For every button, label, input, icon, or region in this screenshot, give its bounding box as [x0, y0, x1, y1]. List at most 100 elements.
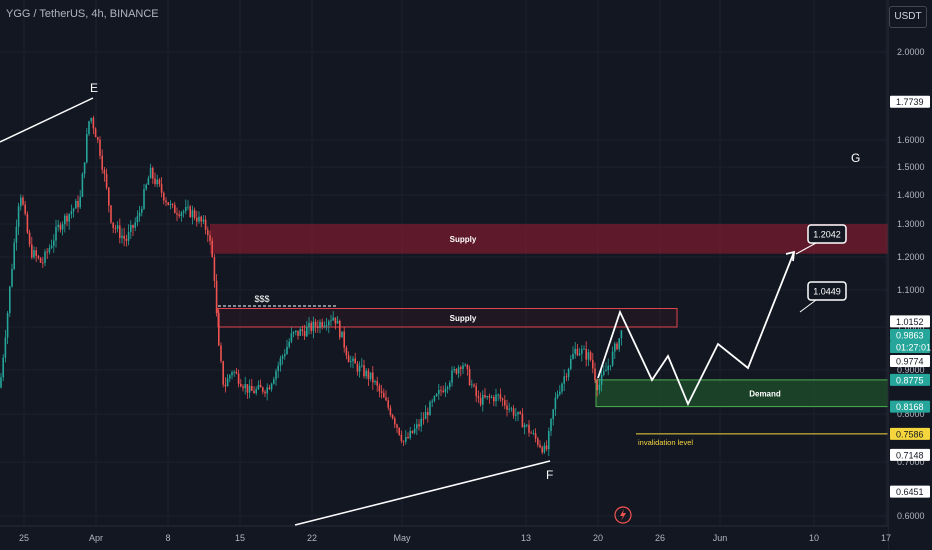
candle-body — [160, 184, 163, 193]
time-axis: 25 Apr 8 15 22 May 13 20 26 Jun 10 17 — [0, 506, 891, 550]
candle-body — [552, 409, 554, 419]
candle-body — [479, 397, 482, 405]
candle-body — [193, 210, 196, 218]
candle-body — [191, 210, 194, 217]
time-tick: Apr — [89, 533, 103, 543]
candle-body — [519, 411, 521, 414]
target-callout-1-text: 1.2042 — [813, 230, 841, 240]
candle-body — [559, 391, 561, 395]
candle-body — [127, 231, 130, 241]
candle-body — [321, 321, 323, 327]
candle-body — [545, 445, 548, 450]
lightning-icon — [620, 509, 626, 521]
price-tick: 1.4000 — [897, 190, 925, 200]
candle-body — [616, 343, 618, 350]
candle-body — [372, 372, 374, 383]
candle-body — [99, 139, 101, 156]
price-label: 0.8168 — [896, 402, 924, 412]
candle-body — [215, 280, 218, 313]
candle-body — [46, 251, 48, 253]
candle-body — [611, 351, 614, 366]
candle-body — [330, 320, 332, 322]
candle-body — [572, 353, 574, 359]
candle-body — [319, 321, 321, 328]
candle-body — [242, 386, 244, 389]
candle-body — [233, 371, 235, 373]
candle-body — [563, 376, 565, 384]
zone-label: Supply — [450, 314, 477, 323]
candle-body — [475, 386, 477, 397]
candle-body — [512, 408, 515, 416]
currency-button[interactable]: USDT — [889, 6, 927, 28]
trendline-upper — [0, 97, 94, 143]
candle-body — [11, 268, 13, 287]
candle-body — [578, 353, 581, 356]
candle-body — [429, 402, 431, 416]
price-label-box — [890, 485, 930, 498]
candle-body — [42, 262, 44, 264]
candle-body — [17, 206, 20, 227]
candle-body — [550, 418, 552, 431]
candle-body — [409, 430, 411, 438]
alert-circle-icon — [614, 506, 632, 524]
candle-body — [570, 358, 572, 369]
candle-body — [389, 407, 392, 416]
candle-body — [59, 224, 62, 230]
time-tick: 13 — [521, 533, 531, 543]
candle-body — [268, 387, 271, 390]
price-tick: 0.9000 — [897, 365, 925, 375]
candle-body — [264, 391, 266, 394]
drawings: 1.2042 1.0449 — [0, 97, 847, 526]
trendline-lower — [294, 460, 551, 526]
candle-body — [66, 215, 68, 222]
candle-body — [589, 352, 592, 360]
candle-body — [26, 213, 29, 233]
price-axis-bg — [888, 0, 932, 550]
candle-body — [394, 418, 396, 425]
time-tick: 8 — [165, 533, 170, 543]
price-label-box — [890, 355, 930, 367]
candle-body — [416, 424, 418, 429]
candle-body — [534, 433, 537, 439]
candle-body — [167, 202, 169, 206]
candle-body — [270, 383, 273, 390]
candle-body — [39, 257, 42, 263]
candle-body — [235, 371, 238, 374]
price-label-box — [890, 315, 930, 328]
candle-body — [334, 317, 337, 324]
price-tick: 1.6000 — [897, 135, 925, 145]
candle-body — [325, 325, 328, 327]
candle-body — [528, 424, 530, 433]
candle-body — [262, 387, 264, 392]
candle-body — [460, 367, 462, 369]
candle-body — [583, 348, 585, 350]
candle-body — [336, 320, 339, 324]
candle-body — [420, 418, 422, 427]
price-label: 0.8775 — [896, 375, 924, 385]
price-label: 0.7586 — [896, 429, 924, 439]
candle-body — [424, 412, 427, 420]
price-label-box — [890, 427, 930, 440]
candle-body — [466, 364, 469, 370]
price-label: 1.7739 — [896, 97, 924, 107]
candle-body — [158, 179, 161, 185]
candle-body — [24, 204, 26, 214]
candle-body — [618, 338, 620, 350]
candle-body — [202, 219, 205, 222]
candle-body — [449, 382, 451, 388]
candle-body — [92, 117, 95, 129]
candle-body — [433, 396, 436, 401]
candle-body — [561, 383, 563, 392]
candle-body — [482, 395, 484, 405]
time-tick: 10 — [809, 533, 819, 543]
candle-body — [585, 348, 587, 360]
candle-body — [418, 424, 420, 427]
candle-body — [72, 208, 75, 212]
candle-body — [517, 411, 519, 415]
candle-body — [213, 257, 216, 281]
candle-body — [259, 384, 262, 388]
symbol-title: YGG / TetherUS, 4h, BINANCE — [6, 8, 159, 20]
candle-body — [600, 374, 603, 385]
candle-body — [20, 197, 22, 207]
